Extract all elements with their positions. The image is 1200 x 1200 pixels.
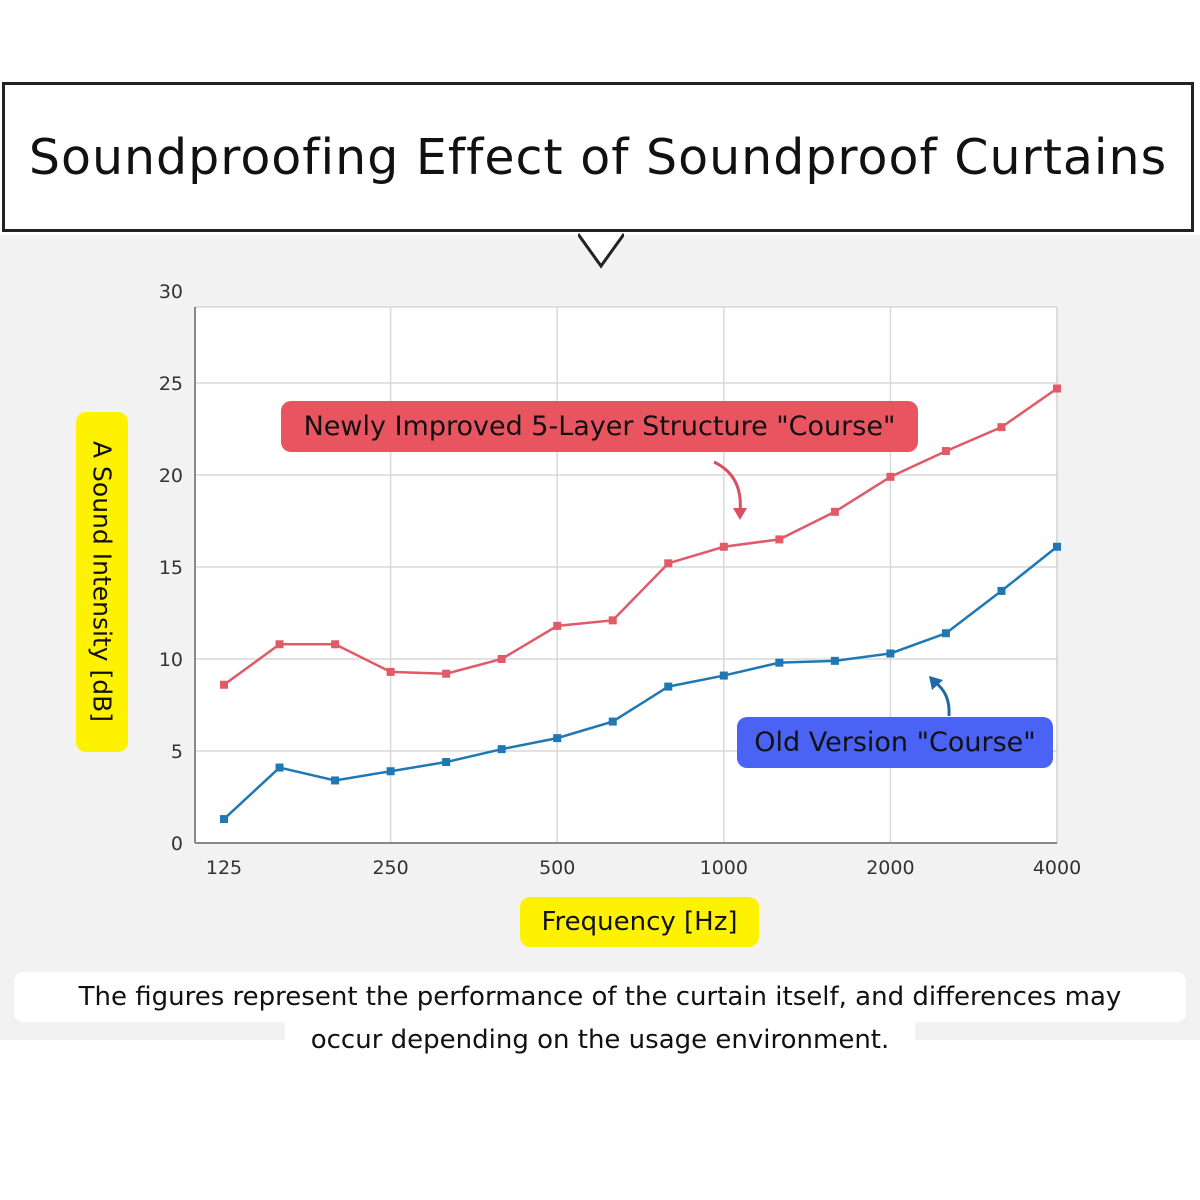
data-point [941,629,950,638]
data-point [719,542,728,551]
data-point [553,734,562,743]
data-point [497,745,506,754]
y-tick-label: 5 [171,741,183,763]
data-point [830,656,839,665]
y-tick-label: 30 [159,281,183,303]
data-point [442,669,451,678]
data-point [719,671,728,680]
note-line-2: occur depending on the usage environment… [285,1020,915,1060]
x-axis-label: Frequency [Hz] [520,897,759,947]
series-line-0 [223,387,1058,686]
new-arrow-head [733,508,747,520]
y-tick-label: 25 [159,373,183,395]
y-tick-label: 20 [159,465,183,487]
note-line-1: The figures represent the performance of… [14,972,1186,1022]
data-point [830,507,839,516]
y-tick-label: 10 [159,649,183,671]
legend-new: Newly Improved 5-Layer Structure "Course… [281,401,918,452]
data-point [997,586,1006,595]
data-point [386,667,395,676]
data-point [775,535,784,544]
data-point [886,649,895,658]
title-text: Soundproofing Effect of Soundproof Curta… [28,128,1168,186]
data-point [1053,542,1061,551]
data-point [497,655,506,663]
data-point [331,640,340,649]
data-point [664,559,673,568]
new-arrow [713,460,742,513]
data-point [608,616,617,625]
data-point [442,758,451,767]
data-point [664,682,673,691]
data-point [220,680,228,689]
legend-old: Old Version "Course" [737,717,1053,768]
data-point [220,815,228,824]
x-tick-label: 250 [372,857,408,879]
x-tick-label: 2000 [866,857,914,879]
y-axis-label: A Sound Intensity [dB] [76,412,128,752]
y-tick-label: 15 [159,557,183,579]
data-point [275,763,284,772]
data-point [608,717,617,726]
data-point [275,640,284,649]
data-point [386,767,395,776]
page-title: Soundproofing Effect of Soundproof Curta… [2,82,1194,232]
data-point [941,447,950,456]
x-tick-label: 1000 [700,857,748,879]
x-tick-label: 500 [539,857,575,879]
y-tick-label: 0 [171,833,183,855]
speech-pointer [578,232,624,269]
data-point [886,472,895,481]
data-point [1053,384,1061,393]
data-point [553,621,562,630]
x-tick-label: 125 [206,857,242,879]
data-point [331,776,340,785]
series-line-1 [223,545,1058,820]
data-point [775,658,784,667]
x-tick-label: 4000 [1033,857,1081,879]
data-point [997,423,1006,432]
old-arrow-head [929,676,943,690]
y-axis-label-text: A Sound Intensity [dB] [87,441,117,723]
